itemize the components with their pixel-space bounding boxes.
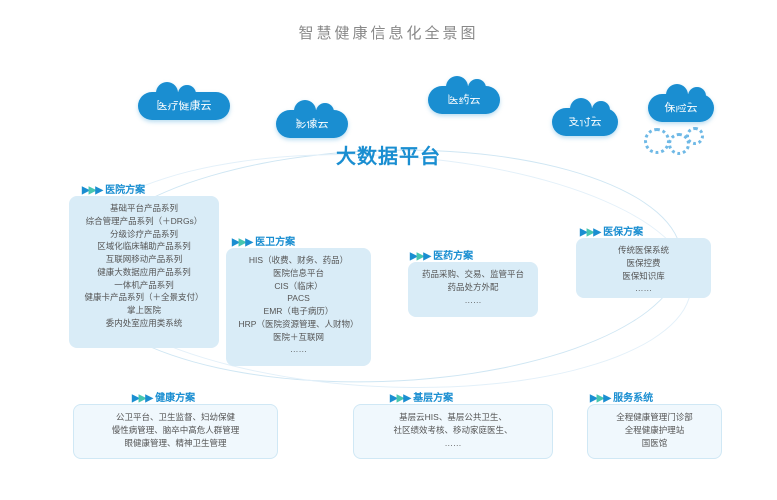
gear-cluster-icon [642,125,702,155]
label-yiwei: ▶▶▶医卫方案 [232,233,295,248]
box-primary: 基层云HIS、基层公共卫生、社区绩效考核、移动家庭医生、…… [353,404,553,459]
page-title: 智慧健康信息化全景图 [0,22,777,43]
label-fuwu: ▶▶▶服务系统 [590,389,653,404]
label-jiceng: ▶▶▶基层方案 [390,389,453,404]
cloud-1: 影像云 [276,110,348,138]
cloud-0: 医疗健康云 [138,92,230,120]
cloud-4: 保险云 [648,94,714,122]
label-yiyuan: ▶▶▶医院方案 [82,181,145,196]
box-service: 全程健康管理门诊部全程健康护理站国医馆 [587,404,722,459]
box-insurance: 传统医保系统医保控费医保知识库…… [576,238,711,298]
label-yiyao: ▶▶▶医药方案 [410,247,473,262]
label-jiankang: ▶▶▶健康方案 [132,389,195,404]
label-yibao: ▶▶▶医保方案 [580,223,643,238]
box-hospital: 基础平台产品系列综合管理产品系列（＋DRGs）分级诊疗产品系列区域化临床辅助产品… [69,196,219,348]
cloud-3: 支付云 [552,108,618,136]
box-medical: HIS（收费、财务、药品）医院信息平台CIS（临床）PACSEMR（电子病历）H… [226,248,371,366]
box-pharma: 药品采购、交易、监管平台药品处方外配…… [408,262,538,317]
cloud-2: 医药云 [428,86,500,114]
box-health: 公卫平台、卫生监督、妇幼保健慢性病管理、脑卒中高危人群管理眼健康管理、精神卫生管… [73,404,278,459]
